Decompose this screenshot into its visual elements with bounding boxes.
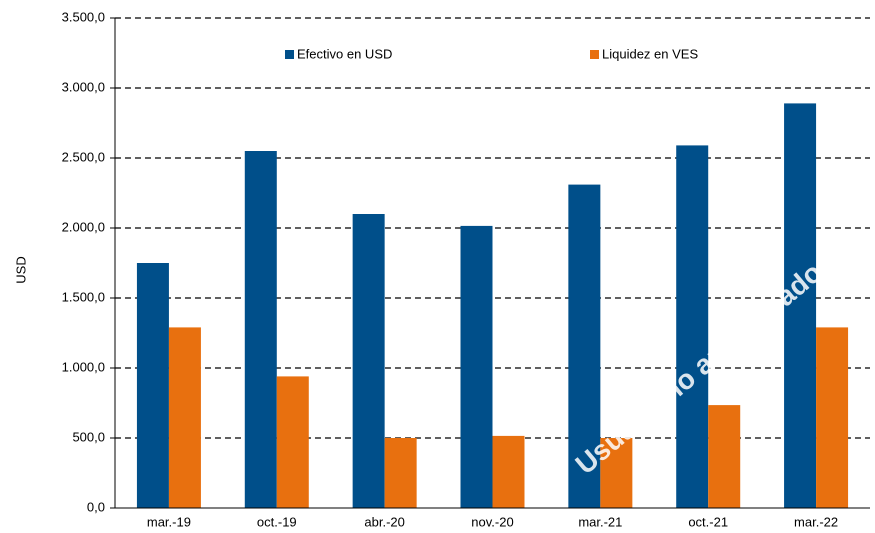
bar bbox=[384, 438, 417, 508]
y-tick-label: 1.500,0 bbox=[62, 289, 105, 304]
y-tick-label: 3.500,0 bbox=[62, 9, 105, 24]
bar bbox=[276, 376, 309, 508]
bar bbox=[568, 184, 601, 508]
x-tick-label: nov.-20 bbox=[471, 514, 513, 529]
bar bbox=[352, 214, 385, 508]
x-tick-label: mar.-21 bbox=[578, 514, 622, 529]
x-tick-label: abr.-20 bbox=[364, 514, 404, 529]
x-tick-label: mar.-19 bbox=[147, 514, 191, 529]
y-axis-label: USD bbox=[13, 256, 28, 283]
legend-swatch bbox=[285, 50, 294, 59]
bar bbox=[784, 103, 817, 509]
bar bbox=[708, 405, 741, 508]
y-tick-label: 1.000,0 bbox=[62, 359, 105, 374]
y-tick-label: 0,0 bbox=[87, 499, 105, 514]
y-tick-label: 500,0 bbox=[72, 429, 105, 444]
legend-label: Efectivo en USD bbox=[297, 46, 392, 61]
legend-swatch bbox=[590, 50, 599, 59]
y-tick-label: 2.000,0 bbox=[62, 219, 105, 234]
bar bbox=[244, 151, 277, 508]
bar bbox=[460, 225, 493, 508]
y-tick-label: 3.000,0 bbox=[62, 79, 105, 94]
legend-label: Liquidez en VES bbox=[602, 46, 698, 61]
bar bbox=[492, 435, 525, 508]
bar bbox=[816, 327, 849, 508]
bar bbox=[168, 327, 201, 508]
x-tick-label: oct.-19 bbox=[257, 514, 297, 529]
bar bbox=[676, 145, 709, 508]
bar bbox=[136, 263, 169, 508]
x-tick-label: oct.-21 bbox=[688, 514, 728, 529]
y-tick-label: 2.500,0 bbox=[62, 149, 105, 164]
bar bbox=[600, 438, 633, 508]
x-tick-label: mar.-22 bbox=[794, 514, 838, 529]
